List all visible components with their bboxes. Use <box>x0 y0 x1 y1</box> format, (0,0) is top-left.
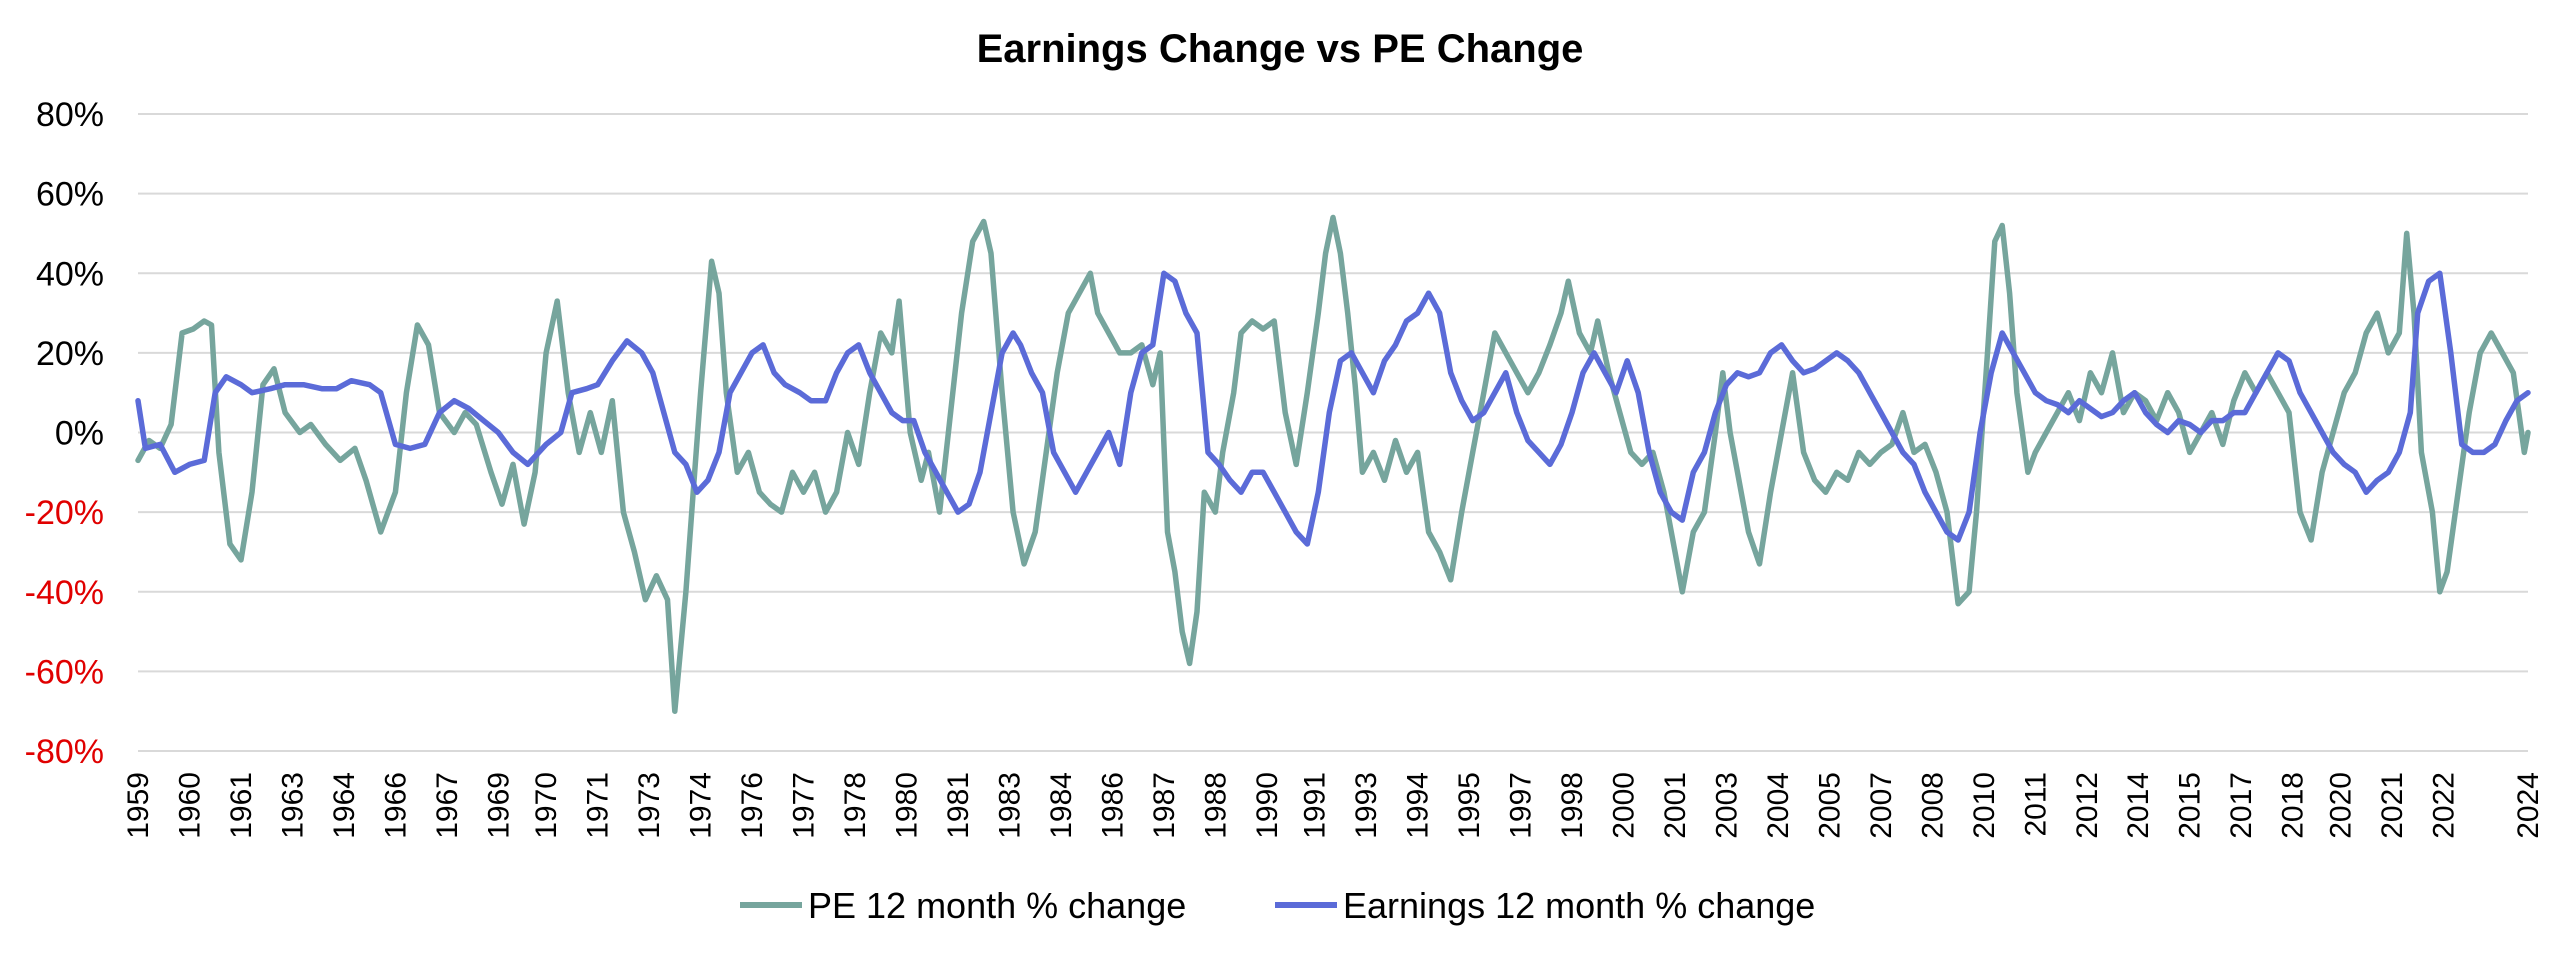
x-tick-label: 1959 <box>122 772 155 839</box>
x-tick-label: 1991 <box>1299 772 1332 839</box>
x-tick-label: 2024 <box>2512 772 2545 839</box>
x-tick-label: 2008 <box>1916 772 1949 839</box>
x-tick-label: 1971 <box>582 772 615 839</box>
x-tick-label: 1963 <box>276 772 309 839</box>
x-tick-label: 2017 <box>2225 772 2258 839</box>
y-tick-label: -40% <box>25 574 104 612</box>
x-tick-label: 1997 <box>1505 772 1538 839</box>
legend-item-earnings-label: Earnings 12 month % change <box>1343 885 1815 926</box>
x-tick-label: 1987 <box>1148 772 1181 839</box>
x-tick-label: 1995 <box>1453 772 1486 839</box>
y-tick-label: -60% <box>25 653 104 691</box>
x-tick-label: 1986 <box>1096 772 1129 839</box>
x-tick-label: 2021 <box>2376 772 2409 839</box>
x-tick-label: 1988 <box>1199 772 1232 839</box>
x-tick-label: 1981 <box>942 772 975 839</box>
x-tick-label: 2018 <box>2277 772 2310 839</box>
x-tick-label: 2001 <box>1659 772 1692 839</box>
x-tick-label: 1983 <box>993 772 1026 839</box>
x-tick-label: 2012 <box>2071 772 2104 839</box>
chart-title: Earnings Change vs PE Change <box>977 27 1584 71</box>
legend: PE 12 month % change Earnings 12 month % … <box>740 885 1815 926</box>
x-tick-label: 2004 <box>1762 772 1795 839</box>
x-tick-label: 1967 <box>431 772 464 839</box>
x-tick-label: 2020 <box>2324 772 2357 839</box>
y-tick-label: -80% <box>25 733 104 771</box>
y-axis-tick-labels: 80% 60% 40% 20% 0% -20% -40% -60% -80% <box>25 96 104 771</box>
x-tick-label: 1984 <box>1045 772 1078 839</box>
x-tick-label: 2015 <box>2174 772 2207 839</box>
x-tick-label: 2003 <box>1710 772 1743 839</box>
x-tick-label: 1960 <box>173 772 206 839</box>
x-tick-label: 2014 <box>2122 772 2155 839</box>
x-tick-label: 1990 <box>1251 772 1284 839</box>
y-tick-label: -20% <box>25 494 104 532</box>
x-axis-tick-labels: 1959 1960 1961 1963 1964 1966 1967 1969 1970 1971… <box>122 772 2545 839</box>
x-tick-label: 1993 <box>1350 772 1383 839</box>
x-tick-label: 2007 <box>1865 772 1898 839</box>
x-tick-label: 1998 <box>1556 772 1589 839</box>
legend-item-pe-label: PE 12 month % change <box>808 885 1186 926</box>
x-tick-label: 1964 <box>328 772 361 839</box>
y-tick-label: 20% <box>36 335 104 373</box>
x-tick-label: 2010 <box>1968 772 2001 839</box>
series-lines <box>135 214 2531 714</box>
pe-change-series-line <box>135 214 2531 714</box>
x-tick-label: 1994 <box>1402 772 1435 839</box>
y-tick-label: 40% <box>36 255 104 293</box>
earnings-change-series-line <box>135 270 2531 547</box>
y-tick-label: 80% <box>36 96 104 134</box>
x-tick-label: 1973 <box>633 772 666 839</box>
x-tick-label: 1969 <box>482 772 515 839</box>
x-tick-label: 1976 <box>736 772 769 839</box>
y-tick-label: 0% <box>55 415 104 453</box>
x-tick-label: 2022 <box>2427 772 2460 839</box>
x-tick-label: 1970 <box>530 772 563 839</box>
x-tick-label: 1961 <box>225 772 258 839</box>
y-tick-label: 60% <box>36 176 104 214</box>
x-tick-label: 1974 <box>685 772 718 839</box>
x-tick-label: 2005 <box>1813 772 1846 839</box>
x-tick-label: 2000 <box>1607 772 1640 839</box>
x-tick-label: 1978 <box>839 772 872 839</box>
x-tick-label: 1977 <box>788 772 821 839</box>
x-tick-label: 2011 <box>2019 772 2052 837</box>
x-tick-label: 1980 <box>890 772 923 839</box>
x-tick-label: 1966 <box>379 772 412 839</box>
